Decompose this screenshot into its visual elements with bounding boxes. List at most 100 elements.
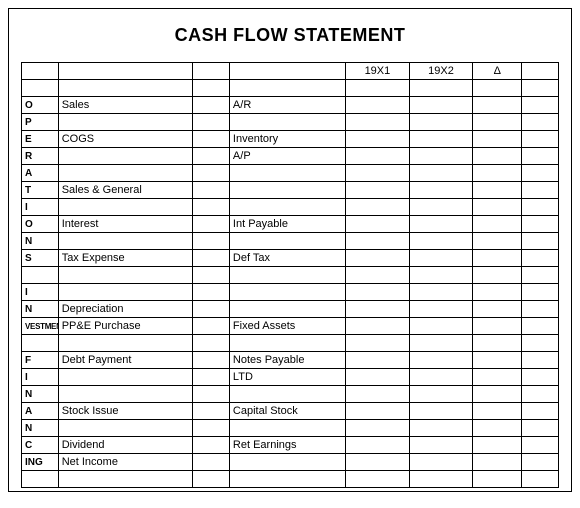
delta-cell	[473, 369, 522, 386]
detail-cell	[229, 301, 345, 318]
item-cell	[58, 148, 193, 165]
year1-cell	[346, 148, 410, 165]
delta-cell	[473, 216, 522, 233]
section-label: I	[22, 284, 59, 301]
detail-cell	[229, 471, 345, 488]
item-cell: Tax Expense	[58, 250, 193, 267]
table-row: AStock IssueCapital Stock	[22, 403, 559, 420]
year1-cell	[346, 352, 410, 369]
end-cell	[522, 403, 559, 420]
table-row	[22, 335, 559, 352]
year2-cell	[409, 97, 473, 114]
end-header	[522, 63, 559, 80]
blank-cell	[193, 114, 230, 131]
table-row: ILTD	[22, 369, 559, 386]
table-row: VESTMENTPP&E PurchaseFixed Assets	[22, 318, 559, 335]
year2-cell	[409, 114, 473, 131]
item-cell: Dividend	[58, 437, 193, 454]
delta-header: Δ	[473, 63, 522, 80]
year1-cell	[346, 437, 410, 454]
table-row: FDebt PaymentNotes Payable	[22, 352, 559, 369]
item-cell	[58, 420, 193, 437]
detail-cell: Notes Payable	[229, 352, 345, 369]
section-label: A	[22, 403, 59, 420]
table-row: NDepreciation	[22, 301, 559, 318]
detail-cell	[229, 114, 345, 131]
section-label	[22, 335, 59, 352]
table-row: ECOGSInventory	[22, 131, 559, 148]
year2-cell	[409, 471, 473, 488]
item-cell	[58, 284, 193, 301]
section-label: N	[22, 386, 59, 403]
year2-cell	[409, 403, 473, 420]
blank-cell	[193, 403, 230, 420]
delta-cell	[473, 403, 522, 420]
table-row: I	[22, 199, 559, 216]
end-cell	[522, 114, 559, 131]
section-label: C	[22, 437, 59, 454]
table-row: INGNet Income	[22, 454, 559, 471]
year2-cell	[409, 250, 473, 267]
item-header	[58, 63, 193, 80]
item-cell	[58, 114, 193, 131]
year1-cell	[346, 216, 410, 233]
end-cell	[522, 386, 559, 403]
year1-cell	[346, 386, 410, 403]
section-label	[22, 471, 59, 488]
end-cell	[522, 352, 559, 369]
table-row	[22, 267, 559, 284]
year2-cell	[409, 267, 473, 284]
delta-cell	[473, 471, 522, 488]
end-cell	[522, 437, 559, 454]
item-cell	[58, 471, 193, 488]
delta-cell	[473, 437, 522, 454]
detail-cell: Ret Earnings	[229, 437, 345, 454]
end-cell	[522, 80, 559, 97]
blank-cell	[193, 301, 230, 318]
delta-cell	[473, 335, 522, 352]
year2-cell	[409, 386, 473, 403]
year2-cell	[409, 284, 473, 301]
year1-cell	[346, 454, 410, 471]
year1-cell	[346, 250, 410, 267]
year2-cell	[409, 369, 473, 386]
year1-cell	[346, 97, 410, 114]
table-row	[22, 471, 559, 488]
year2-cell	[409, 216, 473, 233]
section-label: T	[22, 182, 59, 199]
blank-cell	[193, 182, 230, 199]
detail-header	[229, 63, 345, 80]
item-cell	[58, 335, 193, 352]
year1-cell	[346, 335, 410, 352]
blank-cell	[193, 437, 230, 454]
table-row: N	[22, 420, 559, 437]
detail-cell: Fixed Assets	[229, 318, 345, 335]
year1-cell	[346, 131, 410, 148]
table-row	[22, 80, 559, 97]
table-row: P	[22, 114, 559, 131]
section-label: R	[22, 148, 59, 165]
blank-cell	[193, 454, 230, 471]
section-label	[22, 80, 59, 97]
year1-cell	[346, 284, 410, 301]
end-cell	[522, 335, 559, 352]
item-cell: PP&E Purchase	[58, 318, 193, 335]
item-cell: Depreciation	[58, 301, 193, 318]
year1-cell	[346, 403, 410, 420]
end-cell	[522, 454, 559, 471]
item-cell: Net Income	[58, 454, 193, 471]
detail-cell: Capital Stock	[229, 403, 345, 420]
detail-cell	[229, 454, 345, 471]
year1-cell	[346, 267, 410, 284]
item-cell: Sales	[58, 97, 193, 114]
table-row: N	[22, 386, 559, 403]
year2-cell	[409, 318, 473, 335]
end-cell	[522, 301, 559, 318]
table-row: RA/P	[22, 148, 559, 165]
item-cell: Sales & General	[58, 182, 193, 199]
section-label: P	[22, 114, 59, 131]
detail-cell	[229, 267, 345, 284]
delta-cell	[473, 182, 522, 199]
end-cell	[522, 216, 559, 233]
blank-cell	[193, 471, 230, 488]
